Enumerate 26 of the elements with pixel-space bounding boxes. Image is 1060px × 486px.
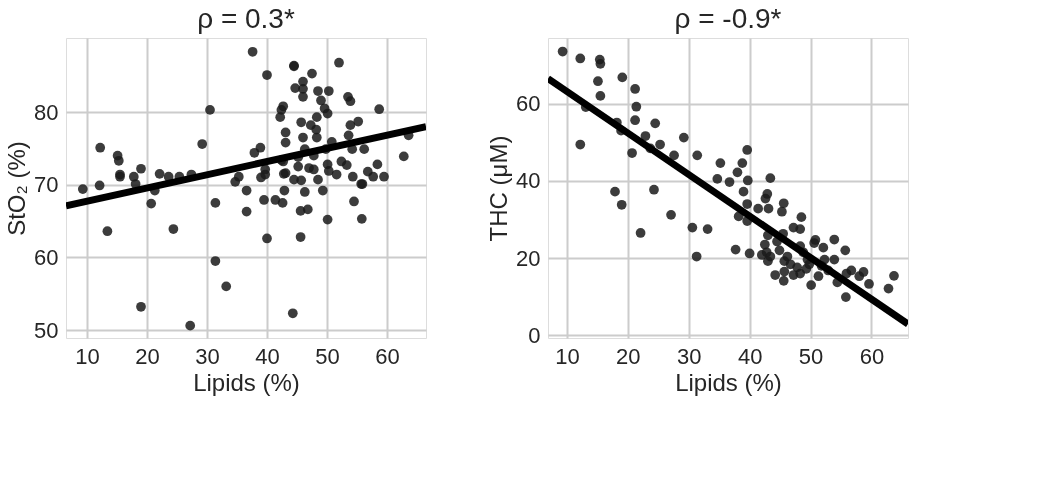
y-tick-label: 20 [516, 245, 541, 271]
x-tick-label: 60 [859, 343, 885, 369]
x-tick-label: 40 [255, 343, 280, 369]
y-tick-label: 0 [528, 322, 541, 348]
chart-title: ρ = 0.3* [197, 3, 295, 34]
x-tick-label: 20 [616, 343, 641, 369]
x-tick-label: 10 [555, 343, 580, 369]
y-tick-label: 60 [516, 91, 541, 117]
y-tick-label: 50 [34, 317, 59, 343]
x-tick-label: 40 [737, 343, 763, 369]
chart-title: ρ = -0.9* [674, 3, 782, 34]
y-axis-title: THC (μM) [485, 135, 513, 242]
x-tick-label: 30 [195, 343, 220, 369]
x-tick-label: 20 [135, 343, 160, 369]
y-axis-title: StO₂ (%) [3, 141, 31, 236]
x-tick-label: 30 [676, 343, 702, 369]
x-axis-title: Lipids (%) [675, 368, 782, 396]
y-tick-label: 80 [34, 99, 59, 125]
x-tick-label: 50 [798, 343, 824, 369]
x-tick-label: 50 [315, 343, 340, 369]
x-tick-label: 60 [375, 343, 400, 369]
y-tick-label: 60 [34, 244, 59, 270]
x-tick-label: 10 [75, 343, 100, 369]
x-axis-title: Lipids (%) [193, 368, 300, 396]
y-tick-label: 70 [34, 172, 59, 198]
y-tick-label: 40 [516, 168, 541, 194]
